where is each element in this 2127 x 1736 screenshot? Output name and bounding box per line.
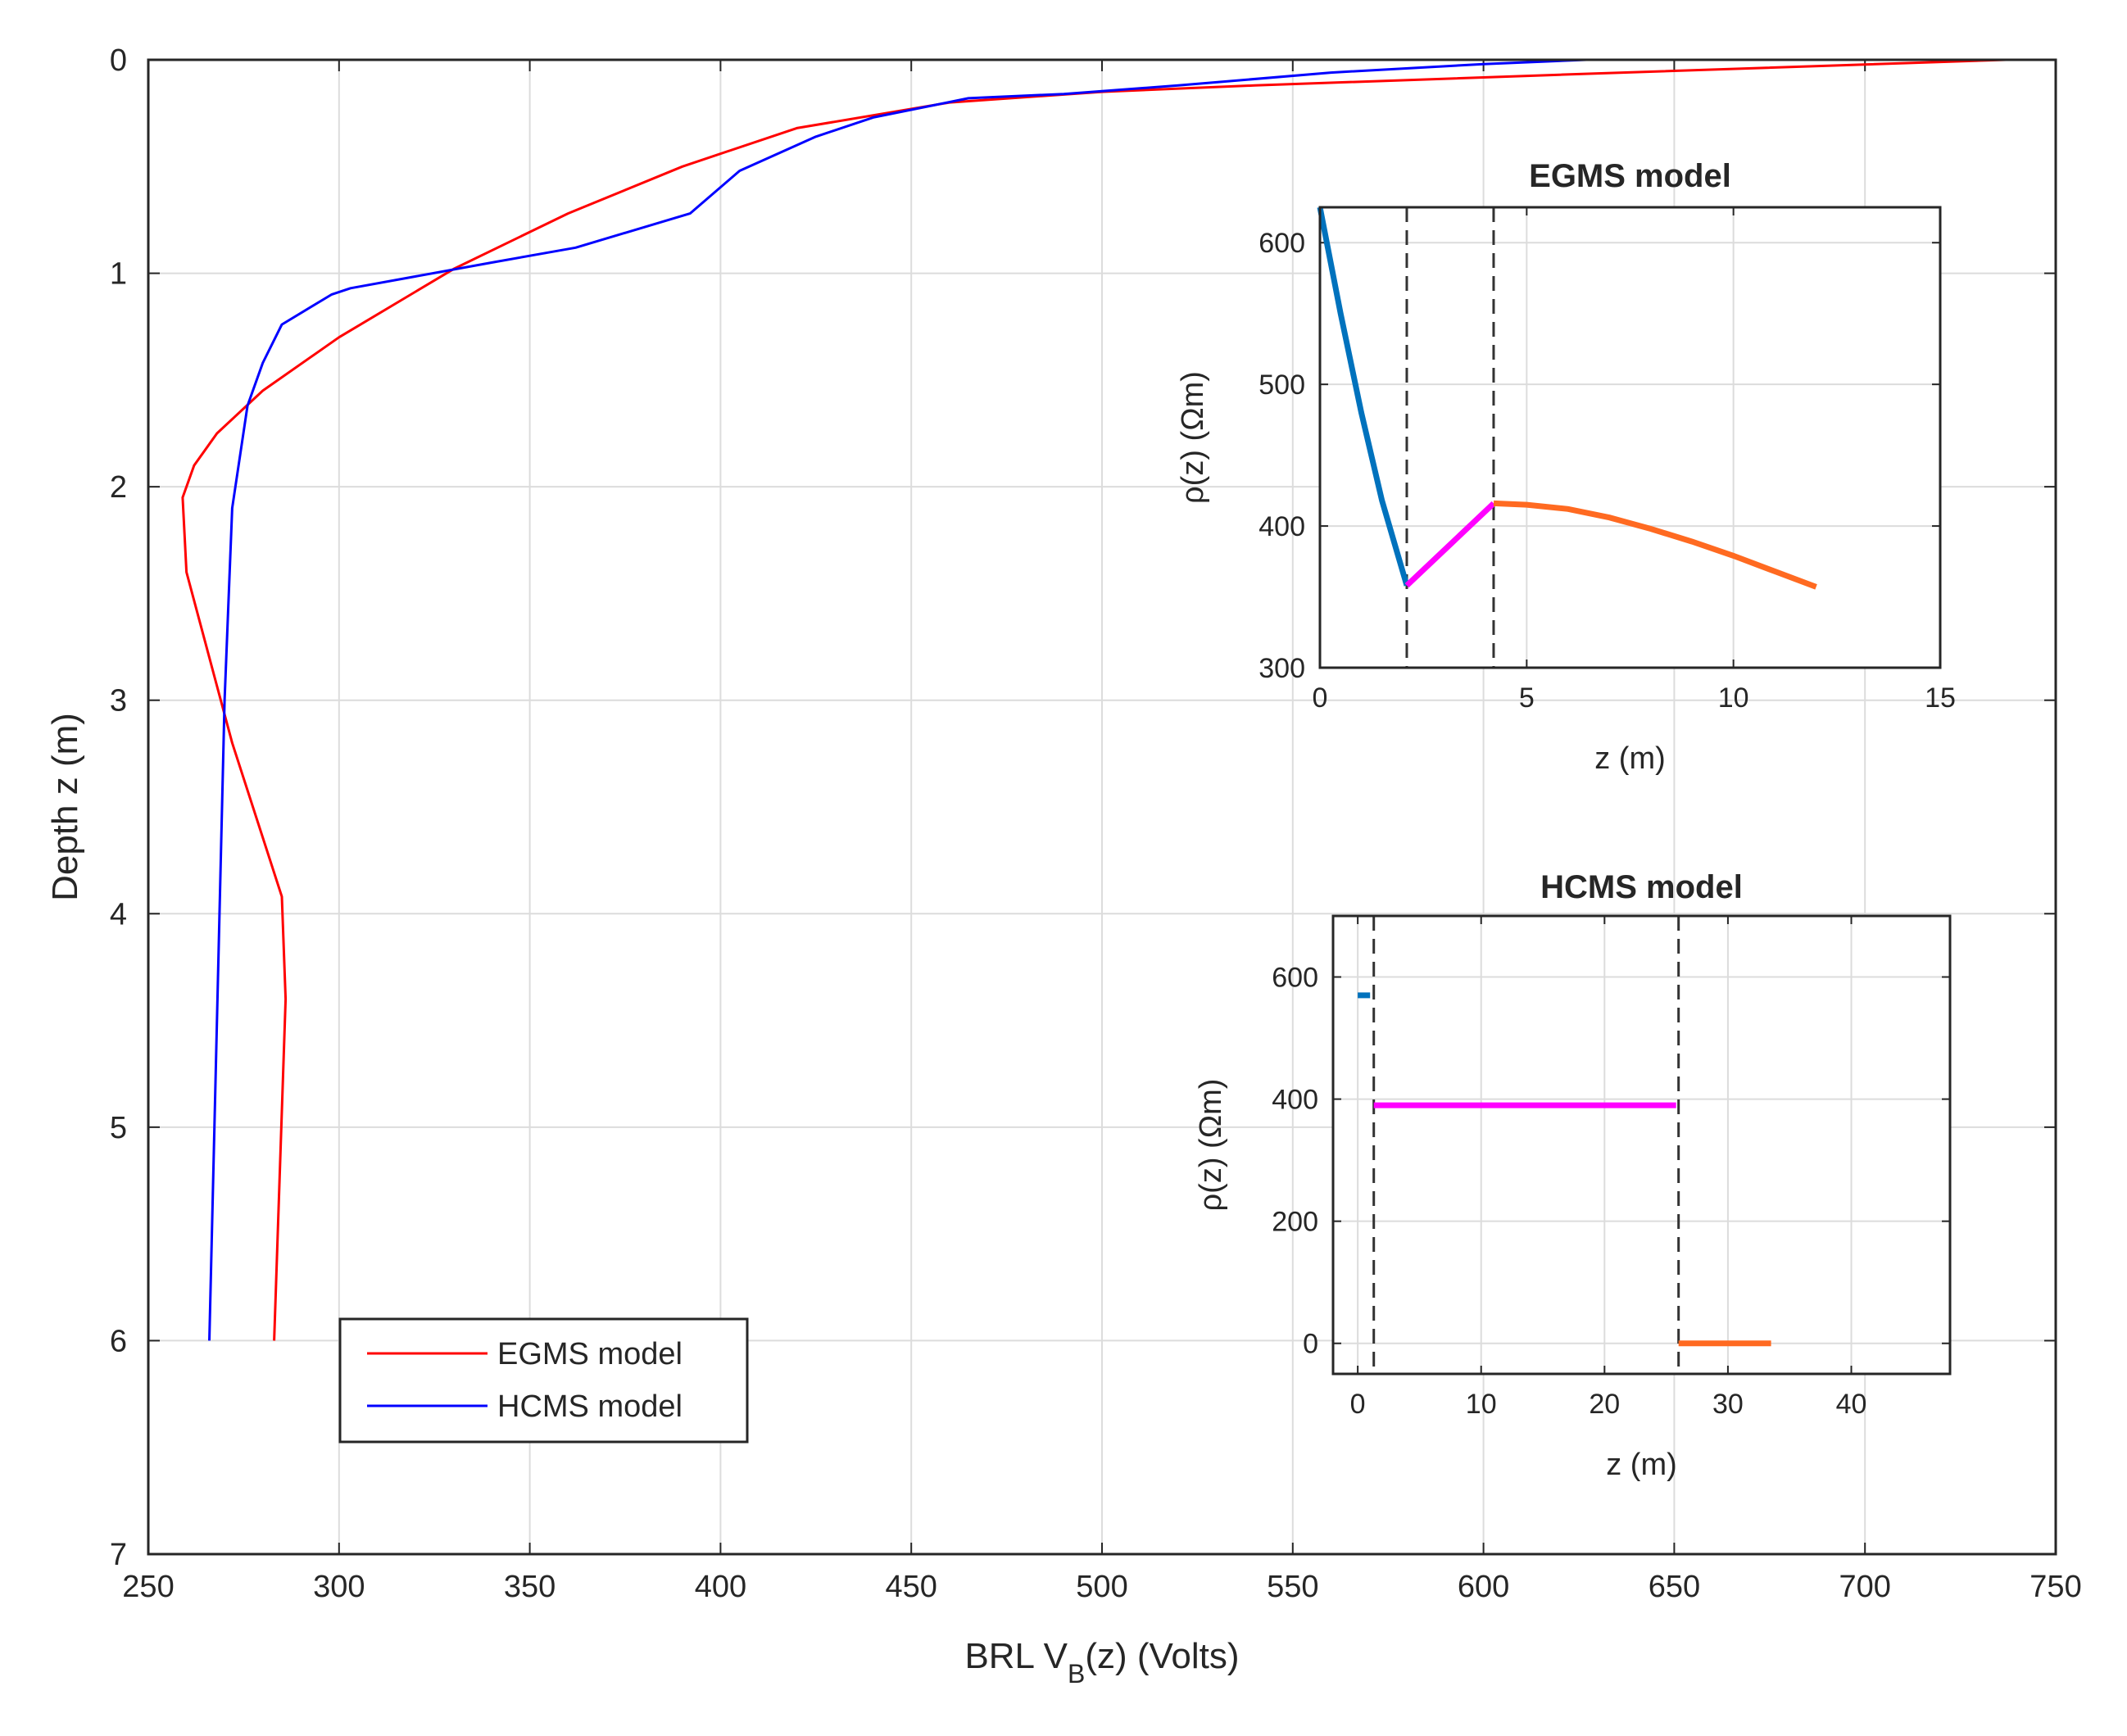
main-x-tick-label: 550 [1267,1570,1318,1604]
main-y-axis-label: Depth z (m) [45,713,85,901]
egms-inset-x-tick-label: 0 [1313,682,1328,714]
main-y-tick-label: 2 [110,470,127,505]
egms-inset-y-tick-label: 300 [1259,653,1305,684]
main-y-tick-label: 1 [110,257,127,292]
x-label-main: BRL V [964,1636,1068,1676]
main-y-tick-label: 3 [110,684,127,718]
egms-inset-x-axis-label: z (m) [1594,741,1666,776]
egms-inset-x-tick-label: 5 [1519,682,1535,714]
hcms-inset-x-tick-label: 40 [1836,1389,1867,1420]
main-y-tick-label: 5 [110,1111,127,1145]
egms-inset-layer1-line [1317,206,1410,587]
egms-inset-y-axis-label: ρ(z) (Ωm) [1176,371,1210,504]
main-x-tick-label: 650 [1649,1570,1700,1604]
egms-inset-layer3-line [1493,500,1817,590]
egms-inset-plot-area [1320,207,1940,668]
x-label-subscript: B [1068,1659,1085,1688]
main-x-tick-label: 400 [695,1570,746,1604]
egms-inset-x-tick-label: 15 [1925,682,1956,714]
main-x-tick-label: 600 [1458,1570,1509,1604]
main-y-tick-label: 7 [110,1538,127,1572]
main-axes-frame [147,58,2057,1556]
egms-inset-layer2-line [1404,501,1496,588]
main-y-tick-label: 0 [110,43,127,78]
egms-inset-title: EGMS model [1529,158,1731,194]
main-y-tick-label: 4 [110,897,127,931]
main-x-tick-label: 700 [1839,1570,1890,1604]
hcms-inset-x-tick-label: 20 [1589,1389,1620,1420]
hcms-inset-y-tick-label: 200 [1272,1207,1318,1238]
main-series-line-hcms [208,58,1587,1341]
hcms-inset-x-tick-label: 30 [1712,1389,1744,1420]
main-y-tick-label: 6 [110,1324,127,1358]
legend-label-hcms: HCMS model [497,1389,683,1424]
legend-box [338,1317,749,1444]
hcms-inset-y-axis-label: ρ(z) (Ωm) [1194,1079,1228,1212]
egms-inset-x-tick-label: 10 [1718,682,1749,714]
legend: EGMS model HCMS model [338,1317,749,1444]
hcms-inset-x-tick-label: 10 [1466,1389,1497,1420]
egms-inset-y-tick-label: 400 [1259,511,1305,542]
main-x-axis-label: BRL VB(z) (Volts) [964,1636,1239,1688]
main-x-tick-label: 450 [885,1570,937,1604]
hcms-inset-y-tick-label: 400 [1272,1085,1318,1116]
main-x-tick-label: 250 [122,1570,174,1604]
hcms-inset-axes-frame [1331,914,1952,1376]
hcms-inset-y-tick-label: 600 [1272,963,1318,994]
egms-inset-y-tick-label: 500 [1259,369,1305,401]
x-label-tail: (z) (Volts) [1085,1636,1239,1676]
hcms-inset-y-tick-label: 0 [1303,1329,1318,1360]
hcms-inset-plot-area [1333,916,1950,1374]
legend-label-egms: EGMS model [497,1337,683,1371]
main-x-tick-label: 500 [1076,1570,1127,1604]
main-x-tick-label: 750 [2029,1570,2081,1604]
hcms-inset-x-axis-label: z (m) [1606,1448,1677,1482]
egms-inset-axes-frame [1318,206,1942,669]
main-x-tick-label: 350 [504,1570,556,1604]
hcms-inset-title: HCMS model [1540,869,1743,905]
egms-inset-y-tick-label: 600 [1259,228,1305,259]
hcms-inset-x-tick-label: 0 [1350,1389,1366,1420]
main-x-tick-label: 300 [313,1570,365,1604]
